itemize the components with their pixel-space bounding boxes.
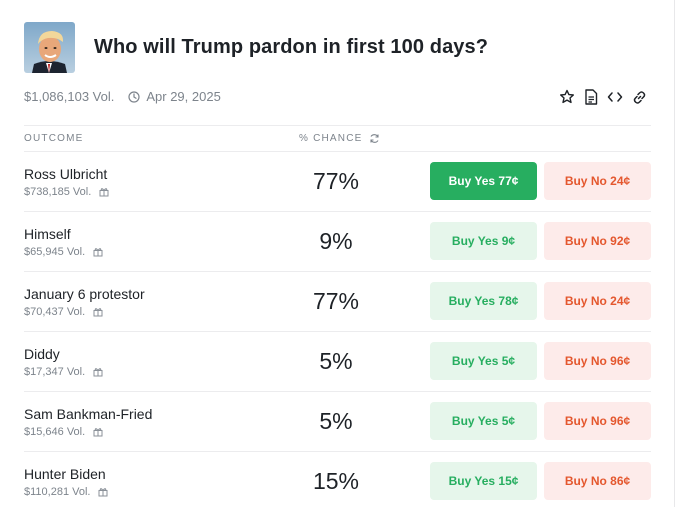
buy-no-button[interactable]: Buy No 24¢: [544, 162, 651, 200]
buy-no-button[interactable]: Buy No 96¢: [544, 342, 651, 380]
buy-yes-button[interactable]: Buy Yes 15¢: [430, 462, 537, 500]
star-icon[interactable]: [558, 88, 576, 106]
header-divider: [24, 125, 651, 126]
buy-yes-button[interactable]: Buy Yes 78¢: [430, 282, 537, 320]
document-icon[interactable]: [582, 88, 600, 106]
outcome-name: Hunter Biden: [24, 466, 106, 482]
outcome-volume-value: $738,185 Vol.: [24, 186, 92, 198]
column-header-chance[interactable]: % CHANCE: [299, 133, 380, 144]
buy-no-button[interactable]: Buy No 96¢: [544, 402, 651, 440]
outcome-chance: 77%: [312, 168, 360, 194]
gift-icon: [93, 427, 103, 437]
outcome-volume: $110,281 Vol.: [24, 486, 108, 498]
gift-icon: [98, 487, 108, 497]
outcome-volume-value: $15,646 Vol.: [24, 426, 86, 438]
outcome-list: Ross Ulbricht $738,185 Vol. 77% Buy Yes …: [24, 151, 651, 507]
outcome-name: Diddy: [24, 346, 60, 362]
outcome-volume: $70,437 Vol.: [24, 306, 103, 318]
outcome-name: Himself: [24, 226, 71, 242]
outcome-row[interactable]: Diddy $17,347 Vol. 5% Buy Yes 5¢ Buy No …: [24, 331, 651, 391]
buy-yes-button[interactable]: Buy Yes 5¢: [430, 342, 537, 380]
outcome-volume: $65,945 Vol.: [24, 246, 103, 258]
outcome-row[interactable]: Hunter Biden $110,281 Vol. 15% Buy Yes 1…: [24, 451, 651, 507]
outcome-chance: 5%: [319, 348, 353, 374]
outcome-chance: 5%: [319, 408, 353, 434]
market-title: Who will Trump pardon in first 100 days?: [94, 36, 489, 58]
market-volume: $1,086,103 Vol.: [24, 89, 115, 104]
buy-no-button[interactable]: Buy No 86¢: [544, 462, 651, 500]
outcome-chance: 77%: [312, 288, 360, 314]
outcome-row[interactable]: Sam Bankman-Fried $15,646 Vol. 5% Buy Ye…: [24, 391, 651, 451]
market-image: [24, 22, 75, 73]
outcome-name: January 6 protestor: [24, 286, 145, 302]
gift-icon: [93, 247, 103, 257]
link-icon[interactable]: [630, 88, 648, 106]
outcome-chance: 15%: [312, 468, 360, 494]
outcome-volume-value: $110,281 Vol.: [24, 486, 91, 498]
column-header-outcome: OUTCOME: [24, 133, 84, 144]
buy-yes-button[interactable]: Buy Yes 77¢: [430, 162, 537, 200]
clock-icon: [128, 90, 140, 103]
buy-yes-button[interactable]: Buy Yes 9¢: [430, 222, 537, 260]
outcome-volume: $15,646 Vol.: [24, 426, 103, 438]
outcome-volume: $17,347 Vol.: [24, 366, 103, 378]
market-end-date: Apr 29, 2025: [146, 89, 221, 104]
market-header: Who will Trump pardon in first 100 days?: [24, 22, 488, 73]
buy-no-button[interactable]: Buy No 92¢: [544, 222, 651, 260]
outcome-name: Sam Bankman-Fried: [24, 406, 153, 422]
outcome-row[interactable]: January 6 protestor $70,437 Vol. 77% Buy…: [24, 271, 651, 331]
buy-yes-button[interactable]: Buy Yes 5¢: [430, 402, 537, 440]
column-header-chance-label: % CHANCE: [299, 133, 363, 144]
outcome-name: Ross Ulbricht: [24, 166, 108, 182]
gift-icon: [99, 187, 109, 197]
embed-code-icon[interactable]: [606, 88, 624, 106]
outcome-chance: 9%: [319, 228, 353, 254]
market-actions: [558, 88, 654, 106]
outcome-volume-value: $17,347 Vol.: [24, 366, 86, 378]
gift-icon: [93, 367, 103, 377]
market-meta: $1,086,103 Vol. Apr 29, 2025: [24, 89, 221, 104]
outcome-volume-value: $65,945 Vol.: [24, 246, 86, 258]
outcome-volume-value: $70,437 Vol.: [24, 306, 86, 318]
outcome-volume: $738,185 Vol.: [24, 186, 109, 198]
gift-icon: [93, 307, 103, 317]
outcome-row[interactable]: Ross Ulbricht $738,185 Vol. 77% Buy Yes …: [24, 151, 651, 211]
buy-no-button[interactable]: Buy No 24¢: [544, 282, 651, 320]
refresh-icon[interactable]: [369, 133, 380, 144]
outcome-row[interactable]: Himself $65,945 Vol. 9% Buy Yes 9¢ Buy N…: [24, 211, 651, 271]
